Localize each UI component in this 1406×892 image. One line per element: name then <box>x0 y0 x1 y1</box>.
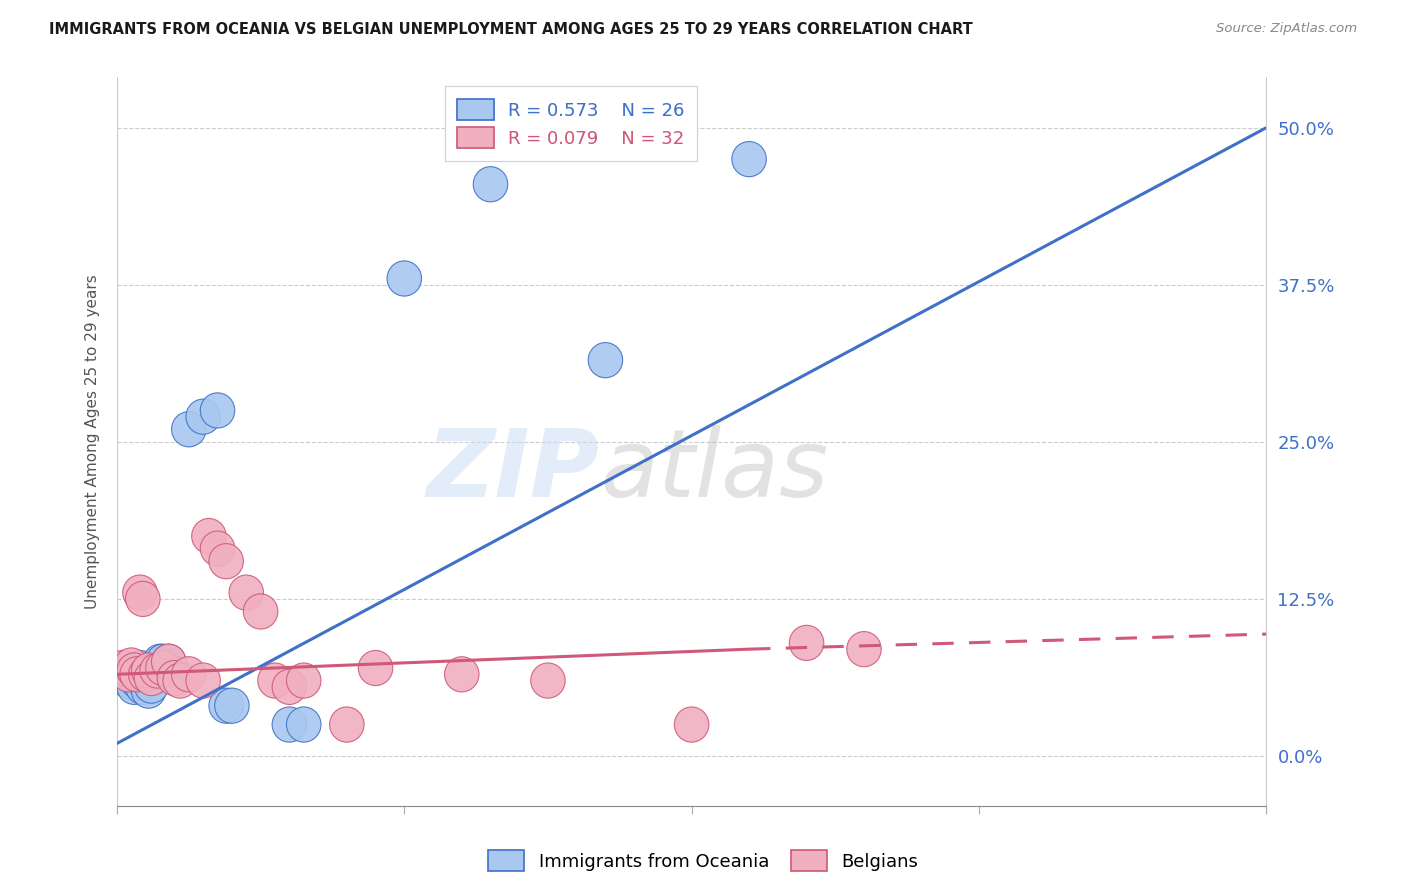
Ellipse shape <box>131 653 166 688</box>
Ellipse shape <box>136 650 172 686</box>
Ellipse shape <box>209 543 243 579</box>
Ellipse shape <box>287 707 321 742</box>
Ellipse shape <box>733 142 766 177</box>
Ellipse shape <box>215 688 249 723</box>
Ellipse shape <box>114 648 149 683</box>
Ellipse shape <box>105 657 141 692</box>
Ellipse shape <box>789 625 824 660</box>
Ellipse shape <box>287 663 321 698</box>
Ellipse shape <box>588 343 623 377</box>
Ellipse shape <box>387 260 422 296</box>
Ellipse shape <box>163 663 197 698</box>
Ellipse shape <box>111 663 146 698</box>
Ellipse shape <box>474 167 508 202</box>
Ellipse shape <box>105 650 141 686</box>
Text: atlas: atlas <box>600 425 828 516</box>
Text: IMMIGRANTS FROM OCEANIA VS BELGIAN UNEMPLOYMENT AMONG AGES 25 TO 29 YEARS CORREL: IMMIGRANTS FROM OCEANIA VS BELGIAN UNEMP… <box>49 22 973 37</box>
Ellipse shape <box>146 644 180 680</box>
Ellipse shape <box>157 657 191 692</box>
Ellipse shape <box>200 392 235 428</box>
Ellipse shape <box>152 644 186 680</box>
Ellipse shape <box>200 531 235 566</box>
Ellipse shape <box>444 657 479 692</box>
Ellipse shape <box>209 688 243 723</box>
Ellipse shape <box>186 663 221 698</box>
Ellipse shape <box>257 663 292 698</box>
Ellipse shape <box>273 707 307 742</box>
Ellipse shape <box>359 650 392 686</box>
Ellipse shape <box>134 660 169 696</box>
Ellipse shape <box>146 650 180 686</box>
Ellipse shape <box>122 650 157 686</box>
Ellipse shape <box>675 707 709 742</box>
Ellipse shape <box>117 653 152 688</box>
Text: ZIP: ZIP <box>427 425 600 517</box>
Ellipse shape <box>111 657 146 692</box>
Ellipse shape <box>114 653 149 688</box>
Ellipse shape <box>530 663 565 698</box>
Ellipse shape <box>186 399 221 434</box>
Ellipse shape <box>125 669 160 705</box>
Text: Source: ZipAtlas.com: Source: ZipAtlas.com <box>1216 22 1357 36</box>
Ellipse shape <box>128 665 163 701</box>
Ellipse shape <box>243 594 278 629</box>
Ellipse shape <box>172 657 207 692</box>
Y-axis label: Unemployment Among Ages 25 to 29 years: Unemployment Among Ages 25 to 29 years <box>86 275 100 609</box>
Ellipse shape <box>229 575 263 610</box>
Ellipse shape <box>172 412 207 447</box>
Ellipse shape <box>273 669 307 705</box>
Ellipse shape <box>131 673 166 708</box>
Ellipse shape <box>122 575 157 610</box>
Ellipse shape <box>125 582 160 616</box>
Ellipse shape <box>152 644 186 680</box>
Legend: R = 0.573    N = 26, R = 0.079    N = 32: R = 0.573 N = 26, R = 0.079 N = 32 <box>444 87 697 161</box>
Ellipse shape <box>117 669 152 705</box>
Ellipse shape <box>134 668 169 703</box>
Ellipse shape <box>329 707 364 742</box>
Ellipse shape <box>191 518 226 554</box>
Ellipse shape <box>846 632 882 666</box>
Ellipse shape <box>120 657 155 692</box>
Ellipse shape <box>141 653 174 688</box>
Ellipse shape <box>120 663 155 698</box>
Ellipse shape <box>157 660 191 696</box>
Ellipse shape <box>143 644 177 680</box>
Legend: Immigrants from Oceania, Belgians: Immigrants from Oceania, Belgians <box>481 843 925 879</box>
Ellipse shape <box>128 657 163 692</box>
